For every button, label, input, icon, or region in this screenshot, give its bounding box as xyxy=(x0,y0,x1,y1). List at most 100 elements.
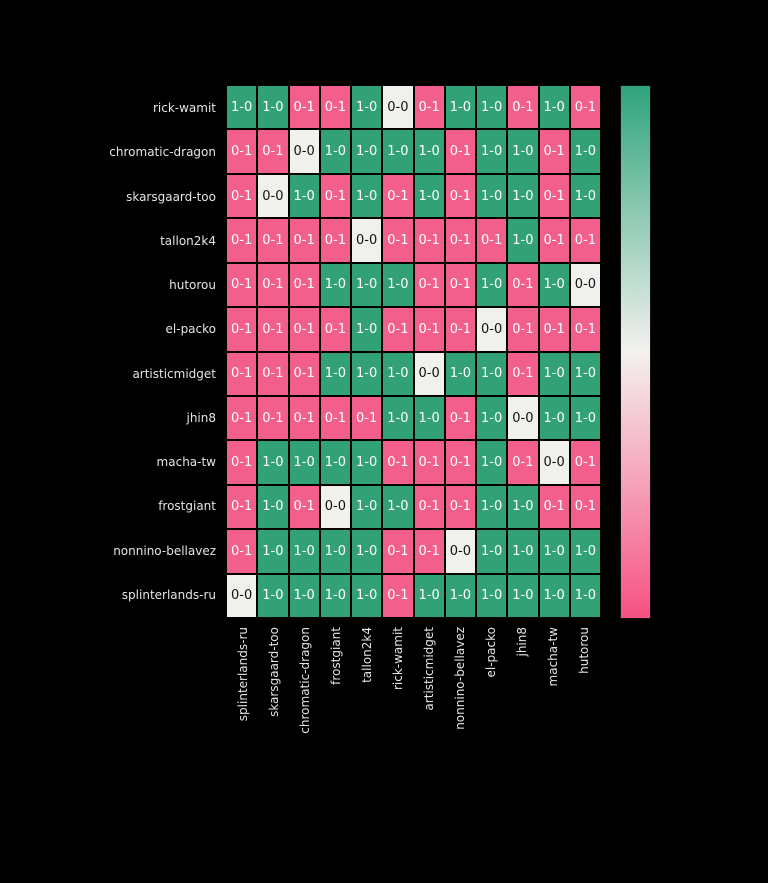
heatmap-cell: 1-0 xyxy=(445,86,475,129)
col-label-slot: hutorou xyxy=(569,627,600,767)
heatmap-cell: 0-0 xyxy=(383,86,413,129)
col-label-slot: macha-tw xyxy=(538,627,569,767)
heatmap-cell: 0-1 xyxy=(227,530,257,573)
heatmap-cell: 1-0 xyxy=(289,174,319,218)
heatmap-cell: 0-0 xyxy=(289,130,319,173)
col-label: chromatic-dragon xyxy=(297,627,312,734)
heatmap-cell: 1-0 xyxy=(352,441,382,484)
col-label: nonnino-bellavez xyxy=(453,627,468,730)
col-label: macha-tw xyxy=(546,627,561,687)
heatmap-cell: 0-1 xyxy=(289,219,319,262)
heatmap-cell: 0-1 xyxy=(289,352,319,395)
heatmap-cell: 0-1 xyxy=(539,308,569,351)
col-label: artisticmidget xyxy=(422,627,436,711)
heatmap-cell: 0-1 xyxy=(414,86,444,129)
heatmap-cell: 0-0 xyxy=(477,308,507,351)
row-label: chromatic-dragon xyxy=(109,145,216,160)
heatmap-cell: 0-1 xyxy=(570,86,600,129)
heatmap-cell: 1-0 xyxy=(508,530,538,573)
heatmap-cell: 1-0 xyxy=(352,574,382,617)
heatmap-cell: 1-0 xyxy=(539,396,569,440)
heatmap-cell: 0-1 xyxy=(414,530,444,573)
heatmap-cell: 0-0 xyxy=(258,174,288,218)
heatmap-cell: 0-1 xyxy=(508,352,538,395)
heatmap-cell: 1-0 xyxy=(352,174,382,218)
heatmap-cell: 0-1 xyxy=(445,485,475,529)
heatmap-cell: 0-1 xyxy=(477,219,507,262)
heatmap-cell: 0-1 xyxy=(289,485,319,529)
heatmap-cell: 1-0 xyxy=(539,574,569,617)
heatmap-cell: 1-0 xyxy=(289,441,319,484)
heatmap-cell: 0-1 xyxy=(289,86,319,129)
heatmap-cell: 0-1 xyxy=(539,219,569,262)
heatmap-cell: 1-0 xyxy=(227,86,257,129)
heatmap-cell: 0-1 xyxy=(289,396,319,440)
heatmap-cell: 0-1 xyxy=(289,263,319,307)
heatmap-cell: 1-0 xyxy=(414,396,444,440)
heatmap-cell: 0-1 xyxy=(383,308,413,351)
col-label-slot: artisticmidget xyxy=(413,627,444,767)
heatmap-cell: 1-0 xyxy=(570,530,600,573)
heatmap-cell: 1-0 xyxy=(477,174,507,218)
heatmap-cell: 0-1 xyxy=(227,219,257,262)
col-label: el-packo xyxy=(484,627,499,678)
heatmap-cell: 0-1 xyxy=(445,441,475,484)
heatmap-cell: 0-1 xyxy=(414,308,444,351)
heatmap-cell: 0-1 xyxy=(508,263,538,307)
row-label: el-packo xyxy=(165,322,216,337)
heatmap-cell: 1-0 xyxy=(258,485,288,529)
row-labels: rick-wamit chromatic-dragon skarsgaard-too… xyxy=(0,86,220,617)
col-label-slot: jhin8 xyxy=(507,627,538,767)
heatmap-cell: 1-0 xyxy=(477,263,507,307)
heatmap-cell: 1-0 xyxy=(320,263,350,307)
heatmap-cell: 0-1 xyxy=(227,308,257,351)
heatmap-cell: 1-0 xyxy=(320,441,350,484)
heatmap-cell: 0-1 xyxy=(508,441,538,484)
heatmap-cell: 0-1 xyxy=(258,396,288,440)
heatmap-cell: 1-0 xyxy=(320,352,350,395)
heatmap-cell: 1-0 xyxy=(414,130,444,173)
heatmap-cell: 0-1 xyxy=(383,530,413,573)
heatmap-cell: 1-0 xyxy=(477,574,507,617)
heatmap-cell: 1-0 xyxy=(570,396,600,440)
heatmap-cell: 0-1 xyxy=(227,485,257,529)
heatmap-cell: 0-1 xyxy=(445,219,475,262)
heatmap-cell: 1-0 xyxy=(352,352,382,395)
heatmap-cell: 0-1 xyxy=(570,308,600,351)
col-label: skarsgaard-too xyxy=(266,627,281,717)
heatmap-cell: 0-1 xyxy=(445,308,475,351)
row-label: splinterlands-ru xyxy=(121,587,216,602)
row-label: skarsgaard-too xyxy=(126,189,216,204)
heatmap-cell: 1-0 xyxy=(352,530,382,573)
heatmap-cell: 1-0 xyxy=(508,485,538,529)
heatmap-cell: 0-1 xyxy=(414,485,444,529)
heatmap-cell: 1-0 xyxy=(352,263,382,307)
heatmap-cell: 0-1 xyxy=(227,263,257,307)
heatmap-cell: 0-1 xyxy=(539,130,569,173)
heatmap-cell: 0-1 xyxy=(320,308,350,351)
heatmap-cell: 1-0 xyxy=(477,441,507,484)
heatmap-cell: 0-1 xyxy=(258,308,288,351)
heatmap-cell: 0-1 xyxy=(539,174,569,218)
col-label-slot: el-packo xyxy=(476,627,507,767)
heatmap-cell: 1-0 xyxy=(258,86,288,129)
row-label: hutorou xyxy=(169,278,216,293)
heatmap-cell: 0-1 xyxy=(320,219,350,262)
heatmap-cell: 1-0 xyxy=(477,130,507,173)
col-label-slot: nonnino-bellavez xyxy=(445,627,476,767)
heatmap-cell: 1-0 xyxy=(539,86,569,129)
heatmap-cell: 0-1 xyxy=(227,396,257,440)
col-label: jhin8 xyxy=(515,627,530,657)
heatmap-cell: 0-0 xyxy=(445,530,475,573)
heatmap-cell: 0-1 xyxy=(258,219,288,262)
heatmap-cell: 1-0 xyxy=(352,86,382,129)
heatmap-cell: 0-1 xyxy=(383,574,413,617)
heatmap-cell: 1-0 xyxy=(508,219,538,262)
heatmap-cell: 1-0 xyxy=(477,485,507,529)
row-label: frostgiant xyxy=(158,499,216,514)
col-label-slot: frostgiant xyxy=(320,627,351,767)
heatmap-cell: 1-0 xyxy=(352,308,382,351)
heatmap-cell: 1-0 xyxy=(477,396,507,440)
heatmap-cell: 0-1 xyxy=(508,308,538,351)
